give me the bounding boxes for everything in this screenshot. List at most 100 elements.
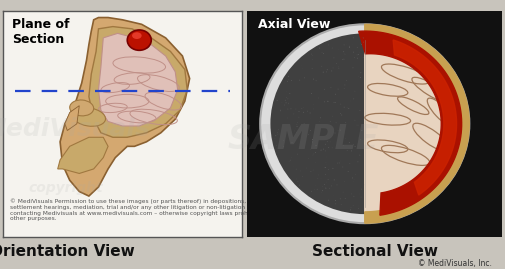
Point: [309, 57, 317, 62]
Point: [343, 148, 351, 153]
Point: [299, 110, 308, 114]
Point: [300, 91, 308, 95]
Point: [359, 55, 367, 59]
Point: [295, 183, 304, 187]
Point: [274, 133, 282, 137]
Point: [318, 64, 326, 68]
Point: [321, 100, 329, 104]
Point: [323, 58, 331, 62]
Point: [316, 116, 324, 120]
Point: [358, 128, 366, 133]
Point: [313, 187, 321, 191]
Point: [321, 149, 329, 153]
Point: [337, 203, 345, 207]
Point: [328, 69, 336, 73]
Point: [275, 149, 283, 154]
Point: [292, 107, 300, 111]
Point: [325, 43, 333, 47]
Point: [341, 53, 349, 57]
Point: [312, 150, 320, 155]
Point: [312, 160, 320, 165]
Ellipse shape: [72, 108, 106, 126]
Point: [360, 40, 368, 44]
Point: [308, 189, 316, 193]
Ellipse shape: [260, 24, 469, 223]
Point: [343, 106, 351, 110]
Point: [353, 53, 361, 57]
Point: [271, 136, 279, 140]
Point: [306, 111, 314, 115]
Point: [348, 42, 357, 47]
Point: [343, 42, 351, 47]
Point: [286, 91, 294, 96]
Point: [333, 61, 341, 66]
Point: [332, 100, 340, 105]
Point: [355, 74, 363, 79]
Point: [357, 90, 365, 94]
Point: [315, 173, 323, 177]
Point: [312, 143, 320, 148]
Point: [336, 159, 344, 163]
Point: [310, 107, 318, 111]
Point: [307, 147, 315, 152]
Point: [345, 45, 353, 50]
Point: [335, 205, 343, 209]
Point: [299, 105, 308, 109]
Point: [293, 123, 301, 127]
Point: [349, 36, 358, 40]
Point: [328, 46, 336, 50]
Point: [358, 187, 366, 191]
Point: [278, 100, 286, 104]
Point: [307, 116, 315, 120]
Point: [308, 66, 316, 70]
Point: [317, 148, 325, 152]
Ellipse shape: [270, 33, 459, 214]
Point: [345, 140, 353, 145]
Text: copyright: copyright: [28, 181, 103, 195]
Point: [328, 184, 336, 188]
Point: [273, 131, 281, 135]
Point: [354, 123, 362, 127]
Point: [294, 180, 302, 184]
Point: [318, 190, 326, 194]
Point: [340, 57, 348, 61]
Point: [336, 197, 344, 201]
Point: [329, 66, 337, 70]
Point: [322, 180, 330, 184]
Point: [344, 78, 352, 82]
Point: [313, 185, 321, 189]
Point: [304, 53, 312, 57]
Point: [298, 107, 306, 111]
Point: [348, 176, 357, 180]
Polygon shape: [393, 40, 457, 195]
Point: [293, 121, 301, 125]
Point: [339, 56, 347, 61]
Point: [272, 134, 280, 138]
Point: [334, 47, 342, 51]
Point: [309, 153, 317, 157]
Point: [354, 160, 362, 164]
Point: [315, 71, 323, 75]
Point: [349, 66, 357, 70]
Point: [324, 198, 332, 202]
Point: [290, 129, 298, 133]
Point: [319, 70, 327, 74]
Polygon shape: [89, 27, 187, 137]
Point: [355, 192, 363, 196]
Point: [310, 152, 318, 156]
Point: [325, 146, 333, 150]
Point: [349, 97, 358, 101]
Point: [299, 127, 308, 132]
Point: [309, 60, 317, 64]
Point: [320, 182, 328, 187]
Point: [340, 49, 348, 54]
Point: [319, 70, 327, 75]
Point: [354, 56, 362, 60]
Text: Plane of
Section: Plane of Section: [12, 17, 70, 45]
Point: [340, 43, 348, 47]
Point: [330, 56, 338, 60]
Point: [329, 117, 337, 121]
Polygon shape: [359, 31, 462, 215]
Point: [289, 130, 297, 134]
Point: [293, 86, 301, 90]
